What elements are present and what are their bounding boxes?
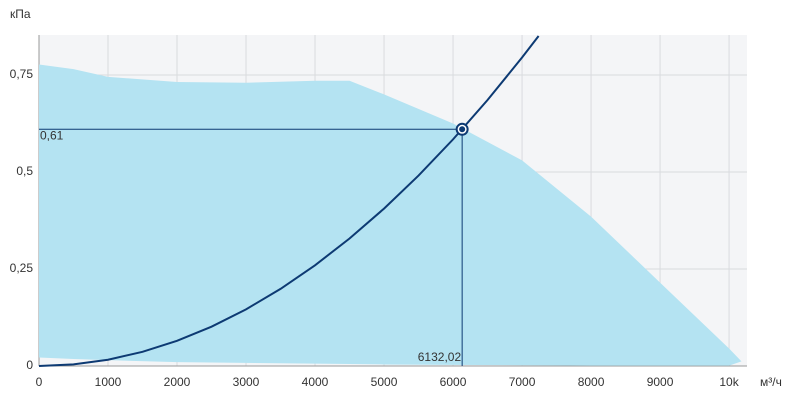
x-tick-label: 0 [36, 375, 43, 389]
x-tick-label: 5000 [371, 375, 398, 389]
system-curve [38, 35, 540, 367]
y-axis-label: кПа [10, 7, 31, 21]
operating-point-y-label: 0,61 [40, 128, 64, 142]
x-tick-label: 7000 [509, 375, 536, 389]
x-tick-label: 6000 [440, 375, 467, 389]
x-tick-label: 3000 [233, 375, 260, 389]
fan-area [39, 64, 742, 366]
x-tick-label: 9000 [647, 375, 674, 389]
x-tick-label: 2000 [164, 375, 191, 389]
x-tick-label: 1000 [95, 375, 122, 389]
operating-point [459, 126, 466, 133]
operating-point-x-label: 6132,02 [418, 350, 462, 364]
x-tick-label: 8000 [578, 375, 605, 389]
x-tick-label: 10k [719, 375, 739, 389]
y-tick-label: 0,75 [10, 67, 34, 81]
y-tick-label: 0,5 [16, 164, 33, 178]
x-axis-label: м³/ч [760, 375, 782, 389]
y-tick-label: 0 [26, 358, 33, 372]
y-tick-label: 0,25 [10, 261, 34, 275]
x-tick-label: 4000 [302, 375, 329, 389]
